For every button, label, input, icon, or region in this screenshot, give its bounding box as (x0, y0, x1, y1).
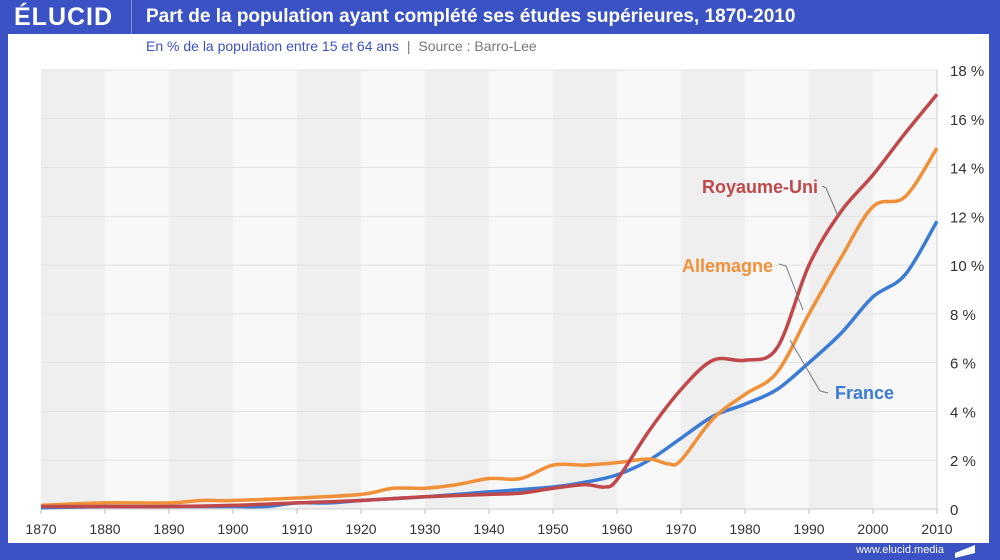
x-tick-label: 1980 (729, 521, 760, 537)
decade-band (41, 70, 105, 509)
x-tick-label: 1910 (281, 521, 312, 537)
x-tick-label: 1970 (665, 521, 696, 537)
y-tick-label: 4 % (950, 404, 976, 421)
decade-band (169, 70, 233, 509)
decade-band (297, 70, 361, 509)
subtitle-separator: | (406, 38, 411, 54)
x-tick-label: 1900 (217, 521, 248, 537)
series-label: France (835, 383, 894, 403)
x-tick-label: 1960 (601, 521, 632, 537)
x-tick-label: 1890 (153, 521, 184, 537)
series-line-allemagne (40, 147, 939, 508)
decade-band (425, 70, 489, 509)
y-tick-label: 16 % (950, 112, 984, 129)
x-tick-label: 1870 (25, 521, 56, 537)
decade-band (681, 70, 745, 509)
y-tick-label: 18 % (950, 63, 984, 80)
leader-line (778, 263, 804, 311)
x-tick-label: 1990 (793, 521, 824, 537)
x-tick-label: 1940 (473, 521, 504, 537)
subtitle-text: En % de la population entre 15 et 64 ans (146, 38, 399, 54)
elucid-logo: ÉLUCID (14, 3, 114, 31)
y-tick-label: 0 (950, 502, 958, 519)
y-tick-label: 14 % (950, 161, 984, 178)
y-tick-label: 12 % (950, 209, 984, 226)
x-tick-label: 1880 (89, 521, 120, 537)
x-tick-label: 2000 (857, 521, 888, 537)
series-label: Allemagne (682, 256, 773, 276)
header-divider (131, 0, 132, 34)
y-tick-label: 6 % (950, 356, 976, 373)
decade-band (809, 70, 873, 509)
x-tick-label: 1950 (537, 521, 568, 537)
series-label: Royaume-Uni (702, 177, 818, 197)
series-line-royaume-uni (40, 93, 939, 509)
y-tick-label: 8 % (950, 307, 976, 324)
footer-url: www.elucid.media (855, 544, 944, 556)
x-tick-label: 1920 (345, 521, 376, 537)
y-tick-label: 2 % (950, 453, 976, 470)
chart-title: Part de la population ayant complété ses… (146, 6, 796, 27)
x-tick-label: 2010 (921, 521, 952, 537)
x-tick-label: 1930 (409, 521, 440, 537)
leader-line (789, 339, 829, 394)
chart-subtitle: En % de la population entre 15 et 64 ans… (146, 38, 537, 54)
leader-line (821, 185, 839, 217)
decade-band (553, 70, 617, 509)
y-tick-label: 10 % (950, 258, 984, 275)
source-text: Source : Barro-Lee (418, 38, 537, 54)
